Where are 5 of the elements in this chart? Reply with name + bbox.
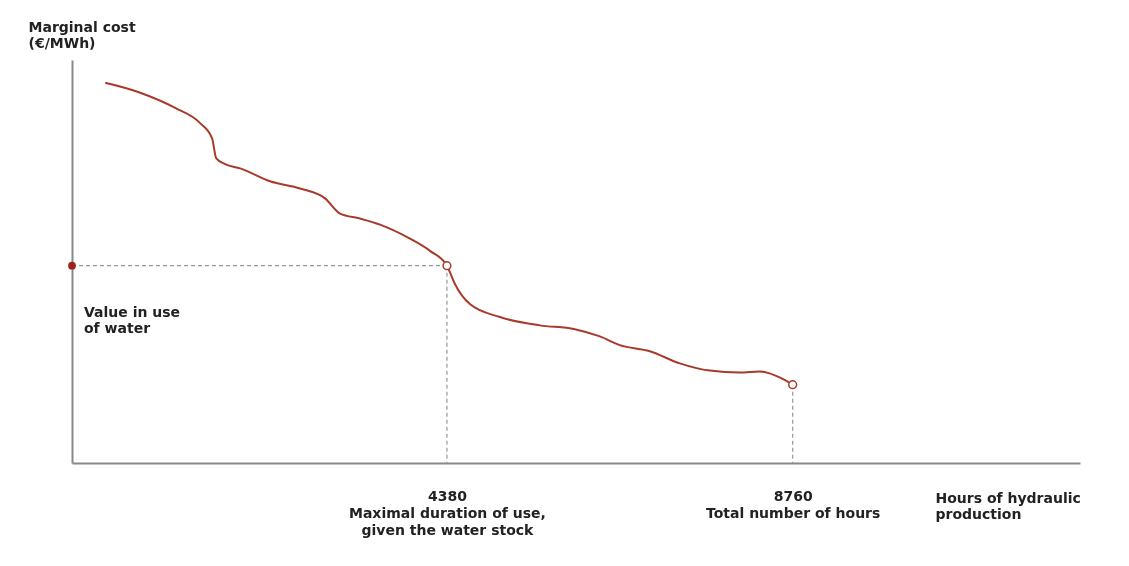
x-tick-label: 8760 Total number of hours (706, 487, 881, 521)
y-axis-title: Marginal cost (€/MWh) (28, 18, 136, 51)
annotation: Value in use of water (84, 303, 181, 336)
x-axis-title: Hours of hydraulic production (935, 489, 1081, 522)
x-tick-label: 4380 Maximal duration of use, given the water stock (348, 487, 546, 538)
